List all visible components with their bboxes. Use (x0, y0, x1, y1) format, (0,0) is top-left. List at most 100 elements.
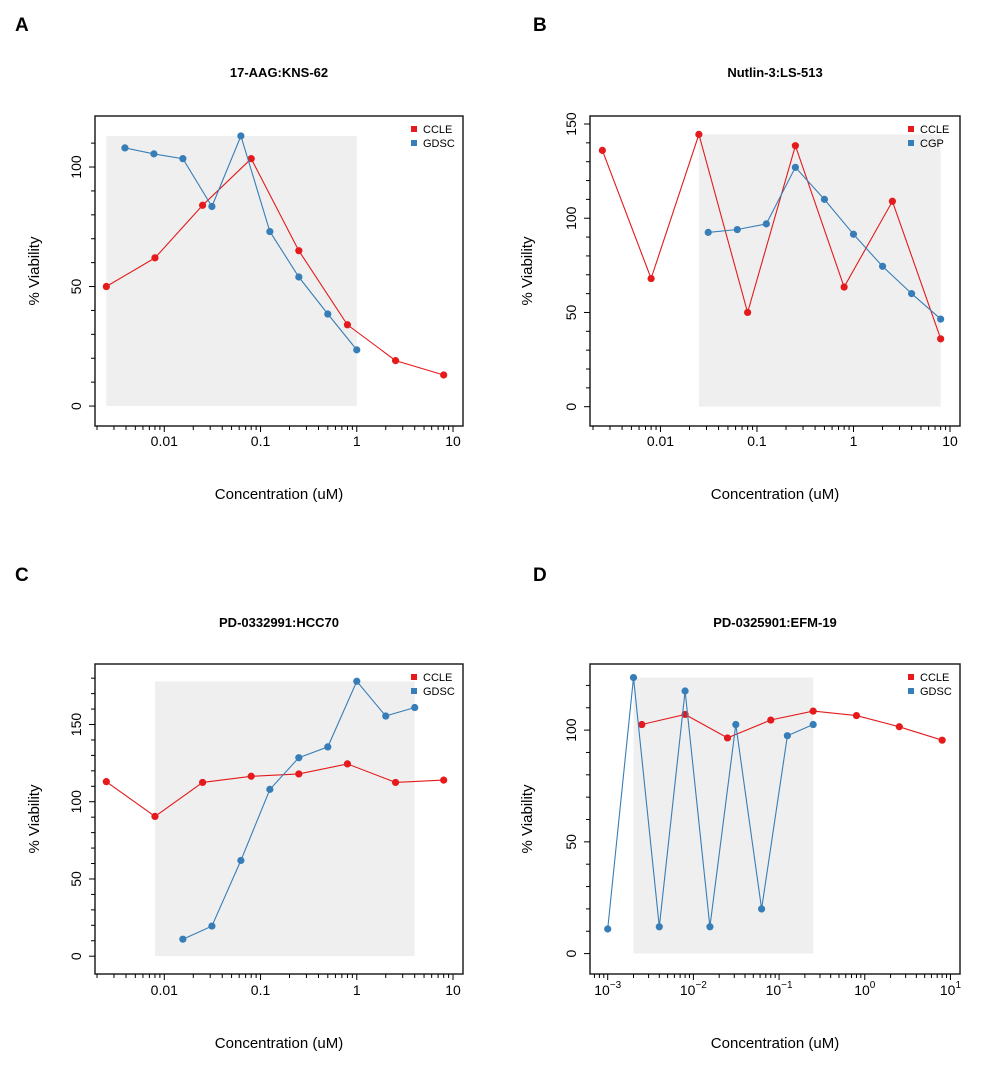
legend-label-gdsc: GDSC (423, 138, 455, 150)
panel-a: 17-AAG:KNS-62 0 50 100 0.01 0.1 1 10 Concentrati… (26, 65, 464, 503)
y-axis-label: % Viability (519, 236, 536, 305)
y-tick-label: 0 (563, 403, 579, 411)
data-point-ccle (744, 308, 752, 317)
x-tick-label: 0.1 (251, 982, 271, 998)
data-point-ccle (247, 772, 255, 780)
data-point-cgp (820, 195, 829, 203)
x-axis-label: Concentration (uM) (711, 1035, 839, 1052)
data-point-gdsc (809, 720, 817, 729)
legend-swatch-cgp (908, 140, 914, 146)
data-point-cgp (704, 228, 712, 236)
x-tick-label: 0.01 (647, 433, 674, 449)
data-point-gdsc (179, 155, 187, 163)
data-point-gdsc (121, 144, 129, 152)
data-point-gdsc (237, 856, 245, 865)
data-point-ccle (295, 247, 303, 255)
data-point-gdsc (411, 703, 419, 712)
y-tick-label: 0 (68, 952, 84, 960)
legend-swatch-gdsc (908, 688, 914, 694)
data-point-cgp (878, 262, 887, 270)
y-axis-label: % Viability (26, 784, 43, 853)
data-point-gdsc (732, 720, 740, 729)
data-point-ccle (440, 776, 448, 784)
data-point-ccle (391, 778, 400, 787)
data-point-ccle (598, 146, 606, 154)
data-point-cgp (762, 220, 770, 228)
data-point-ccle (767, 716, 775, 724)
data-point-gdsc (295, 273, 303, 281)
y-tick-label: 100 (68, 155, 84, 179)
panel-letter-a: A (15, 15, 29, 36)
plot-frame (94, 663, 464, 975)
x-tick-label: 1 (353, 433, 361, 449)
data-point-ccle (198, 201, 207, 209)
x-tick-label: 101 (940, 980, 962, 998)
y-tick-label: 150 (68, 713, 84, 737)
x-axis-label: Concentration (uM) (215, 1035, 343, 1052)
x-tick-label: 100 (854, 980, 876, 998)
data-point-ccle (391, 357, 400, 365)
legend-swatch-gdsc (411, 688, 417, 694)
x-tick-label: 10 (445, 982, 461, 998)
data-point-ccle (791, 142, 799, 150)
x-axis-label: Concentration (uM) (215, 486, 343, 503)
data-point-ccle (647, 274, 655, 283)
panel-b: Nutlin-3:LS-513 0 50 100 150 0.01 0.1 1 10 Concen… (519, 65, 961, 503)
data-point-ccle (151, 254, 159, 262)
data-point-ccle (102, 778, 110, 786)
data-point-gdsc (629, 673, 638, 682)
legend-swatch-ccle (411, 126, 417, 132)
data-point-gdsc (237, 132, 245, 140)
x-tick-label: 10−3 (594, 980, 621, 998)
series-line-ccle (641, 710, 943, 741)
data-point-gdsc (208, 202, 216, 211)
y-axis-label: % Viability (519, 784, 536, 853)
data-point-cgp (791, 163, 799, 171)
data-point-gdsc (150, 150, 158, 158)
data-point-ccle (937, 335, 945, 343)
data-point-ccle (440, 371, 448, 379)
y-tick-label: 50 (563, 304, 579, 320)
legend-label-gdsc: GDSC (920, 686, 952, 698)
data-point-ccle (852, 711, 861, 720)
data-point-ccle (695, 130, 703, 138)
x-tick-label: 0.01 (151, 433, 178, 449)
x-tick-label: 10 (445, 433, 461, 449)
data-point-gdsc (655, 923, 663, 931)
data-point-gdsc (266, 785, 274, 793)
y-tick-label: 150 (563, 112, 579, 136)
plot-frame (94, 115, 464, 427)
x-tick-label: 1 (353, 982, 361, 998)
data-point-ccle (938, 736, 946, 744)
chart-title: PD-0332991:HCC70 (219, 615, 339, 630)
chart-title: 17-AAG:KNS-62 (230, 65, 328, 80)
y-tick-label: 100 (563, 206, 579, 230)
data-point-gdsc (681, 687, 689, 695)
data-point-gdsc (783, 732, 791, 740)
y-tick-label: 50 (68, 871, 84, 887)
data-point-gdsc (604, 925, 612, 933)
data-point-cgp (907, 290, 916, 298)
x-tick-label: 0.1 (747, 433, 767, 449)
data-point-ccle (343, 321, 352, 329)
series-line-ccle (105, 763, 444, 818)
legend-label-ccle: CCLE (423, 672, 452, 684)
legend-label-ccle: CCLE (920, 124, 949, 136)
data-point-gdsc (382, 712, 390, 720)
data-point-gdsc (179, 935, 187, 943)
legend-label-ccle: CCLE (920, 672, 949, 684)
panel-c: PD-0332991:HCC70 0 50 100 150 0.01 0.1 1 10 Conce… (26, 615, 464, 1052)
x-tick-label: 10−2 (680, 980, 707, 998)
data-point-gdsc (757, 905, 766, 913)
x-tick-label: 10−1 (766, 980, 793, 998)
data-point-ccle (809, 707, 817, 715)
data-point-ccle (295, 770, 303, 778)
series-line-ccle (106, 157, 444, 376)
y-tick-label: 50 (68, 279, 84, 295)
data-point-ccle (247, 155, 255, 163)
x-axis-label: Concentration (uM) (711, 486, 839, 503)
data-point-gdsc (324, 310, 332, 318)
data-point-ccle (638, 720, 646, 729)
shaded-region (106, 135, 357, 407)
